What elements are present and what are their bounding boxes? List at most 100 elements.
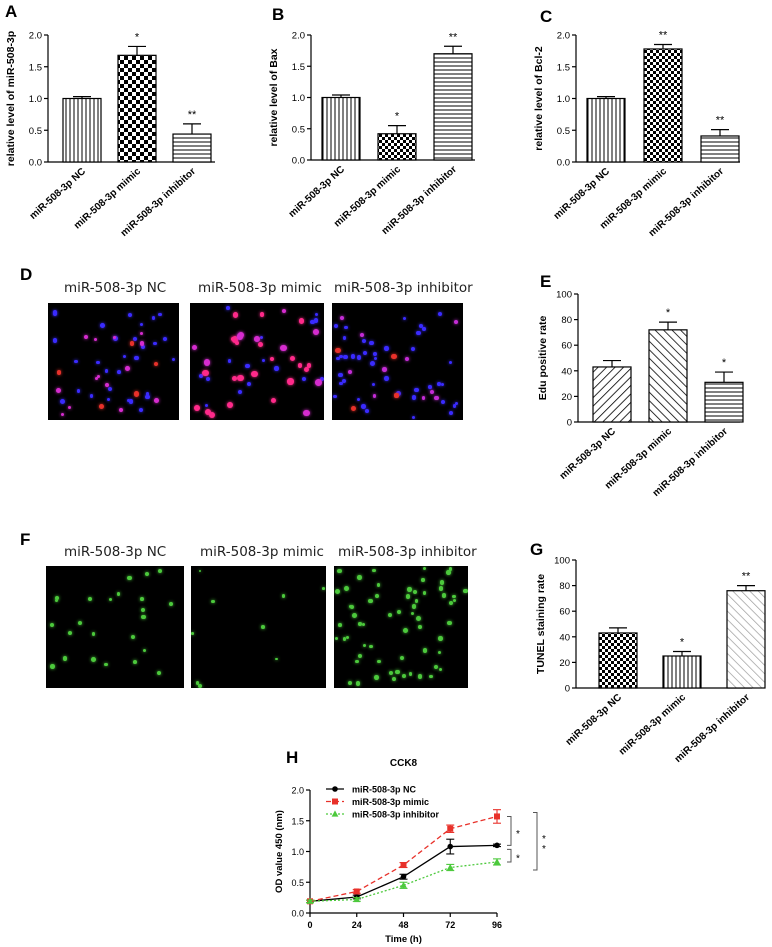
cell-dot xyxy=(104,369,109,373)
cell-dot xyxy=(289,356,295,362)
cell-dot xyxy=(269,356,275,362)
cell-dot xyxy=(281,309,287,314)
y-tick-label: 0.0 xyxy=(557,158,570,169)
cell-dot xyxy=(448,600,453,605)
cell-dot xyxy=(303,366,310,373)
cell-dot xyxy=(322,587,325,591)
cell-dot xyxy=(130,634,135,639)
cell-dot xyxy=(153,362,159,367)
series-line-3 xyxy=(309,861,498,902)
cell-dot xyxy=(261,625,266,629)
cell-dot xyxy=(372,394,377,398)
cell-dot xyxy=(134,356,139,361)
cell-dot xyxy=(411,604,417,609)
cell-dot xyxy=(352,613,357,619)
cell-dot xyxy=(234,340,240,346)
y-tick-label: 80 xyxy=(559,581,570,592)
y-tick-label: 100 xyxy=(554,556,570,567)
cell-dot xyxy=(429,674,433,679)
cell-dot xyxy=(428,385,432,389)
cell-dot xyxy=(116,592,121,596)
cell-dot xyxy=(151,316,156,320)
cell-dot xyxy=(61,413,65,417)
y-tick-label: 0.0 xyxy=(292,156,305,167)
cell-dot xyxy=(139,340,145,346)
cell-dot xyxy=(449,360,453,364)
micrograph-d-nc xyxy=(48,303,179,420)
significance-marker: * xyxy=(666,307,671,319)
bracket-mimic-nc xyxy=(507,815,512,846)
cell-dot xyxy=(355,681,361,686)
category-label: miR-508-3p NC xyxy=(564,692,624,748)
panel-letter-h: H xyxy=(286,748,299,767)
bar-1 xyxy=(62,97,102,163)
panel-letter-b: B xyxy=(272,5,285,24)
bracket-mimic-inhibitor xyxy=(533,811,538,871)
cell-dot xyxy=(145,571,150,576)
y-tick-label: 0.5 xyxy=(557,126,570,137)
cell-dot xyxy=(261,358,266,363)
data-point xyxy=(493,858,501,865)
cell-dot xyxy=(138,407,144,412)
y-tick-label: 0.0 xyxy=(29,158,42,169)
y-tick-label: 40 xyxy=(561,366,572,377)
cell-dot xyxy=(346,636,350,640)
cell-dot xyxy=(140,596,144,601)
cell-dot xyxy=(258,341,264,347)
cell-dot xyxy=(274,366,279,371)
cell-dot xyxy=(125,366,130,372)
cell-dot xyxy=(168,602,173,607)
cell-dot xyxy=(454,401,459,406)
cell-dot xyxy=(139,323,143,327)
significance-marker: ** xyxy=(742,571,751,583)
y-tick-label: 60 xyxy=(561,341,572,352)
cell-dot xyxy=(297,363,303,368)
micrograph-f-inhibitor xyxy=(334,566,468,688)
cell-dot xyxy=(191,345,197,351)
y-axis-label: TUNEL staining rate xyxy=(535,574,547,674)
bar-2 xyxy=(648,329,688,423)
cell-dot xyxy=(399,656,404,661)
cell-dot xyxy=(156,671,161,676)
micrograph-d-label-nc: miR-508-3p NC xyxy=(64,280,167,296)
cell-dot xyxy=(59,398,65,404)
cell-dot xyxy=(356,355,362,360)
cell-dot xyxy=(198,374,203,379)
cell-dot xyxy=(440,382,445,387)
micrograph-f-label-nc: miR-508-3p NC xyxy=(64,544,167,560)
cell-dot xyxy=(274,657,278,661)
y-tick-label: 80 xyxy=(561,315,572,326)
cell-dot xyxy=(343,354,348,360)
cell-dot xyxy=(395,669,400,675)
cell-dot xyxy=(333,394,337,398)
panel-letter-e: E xyxy=(540,272,552,291)
cell-dot xyxy=(301,376,307,382)
cell-dot xyxy=(319,377,324,382)
cell-dot xyxy=(372,568,376,572)
cell-dot xyxy=(127,575,132,581)
bar-chart-b: 0.0 0.5 1.0 1.5 2.0 relative level of Bax miR-… xyxy=(268,31,475,237)
y-tick-label: 0 xyxy=(565,684,570,695)
cell-dot xyxy=(141,344,146,350)
cell-dot xyxy=(128,399,134,404)
y-tick-label: 2.0 xyxy=(29,31,42,42)
y-axis-label: relative level of Bcl-2 xyxy=(533,46,545,151)
cell-dot xyxy=(298,318,305,324)
cell-dot xyxy=(119,407,124,413)
y-tick-label: 0.5 xyxy=(291,878,304,888)
cell-dot xyxy=(133,337,138,342)
micrograph-d-inhibitor xyxy=(332,303,463,420)
cell-dot xyxy=(313,328,319,335)
cell-dot xyxy=(270,398,276,404)
category-label: miR-508-3p NC xyxy=(558,426,618,482)
bar-3 xyxy=(704,381,744,423)
cell-dot xyxy=(158,312,162,317)
cell-dot xyxy=(350,354,356,360)
x-tick-label: 72 xyxy=(445,920,455,930)
significance-marker: * xyxy=(516,854,520,865)
data-point xyxy=(353,888,360,895)
cell-dot xyxy=(463,588,468,594)
data-point xyxy=(400,873,407,880)
data-point xyxy=(494,813,500,820)
y-tick-label: 20 xyxy=(559,658,570,669)
